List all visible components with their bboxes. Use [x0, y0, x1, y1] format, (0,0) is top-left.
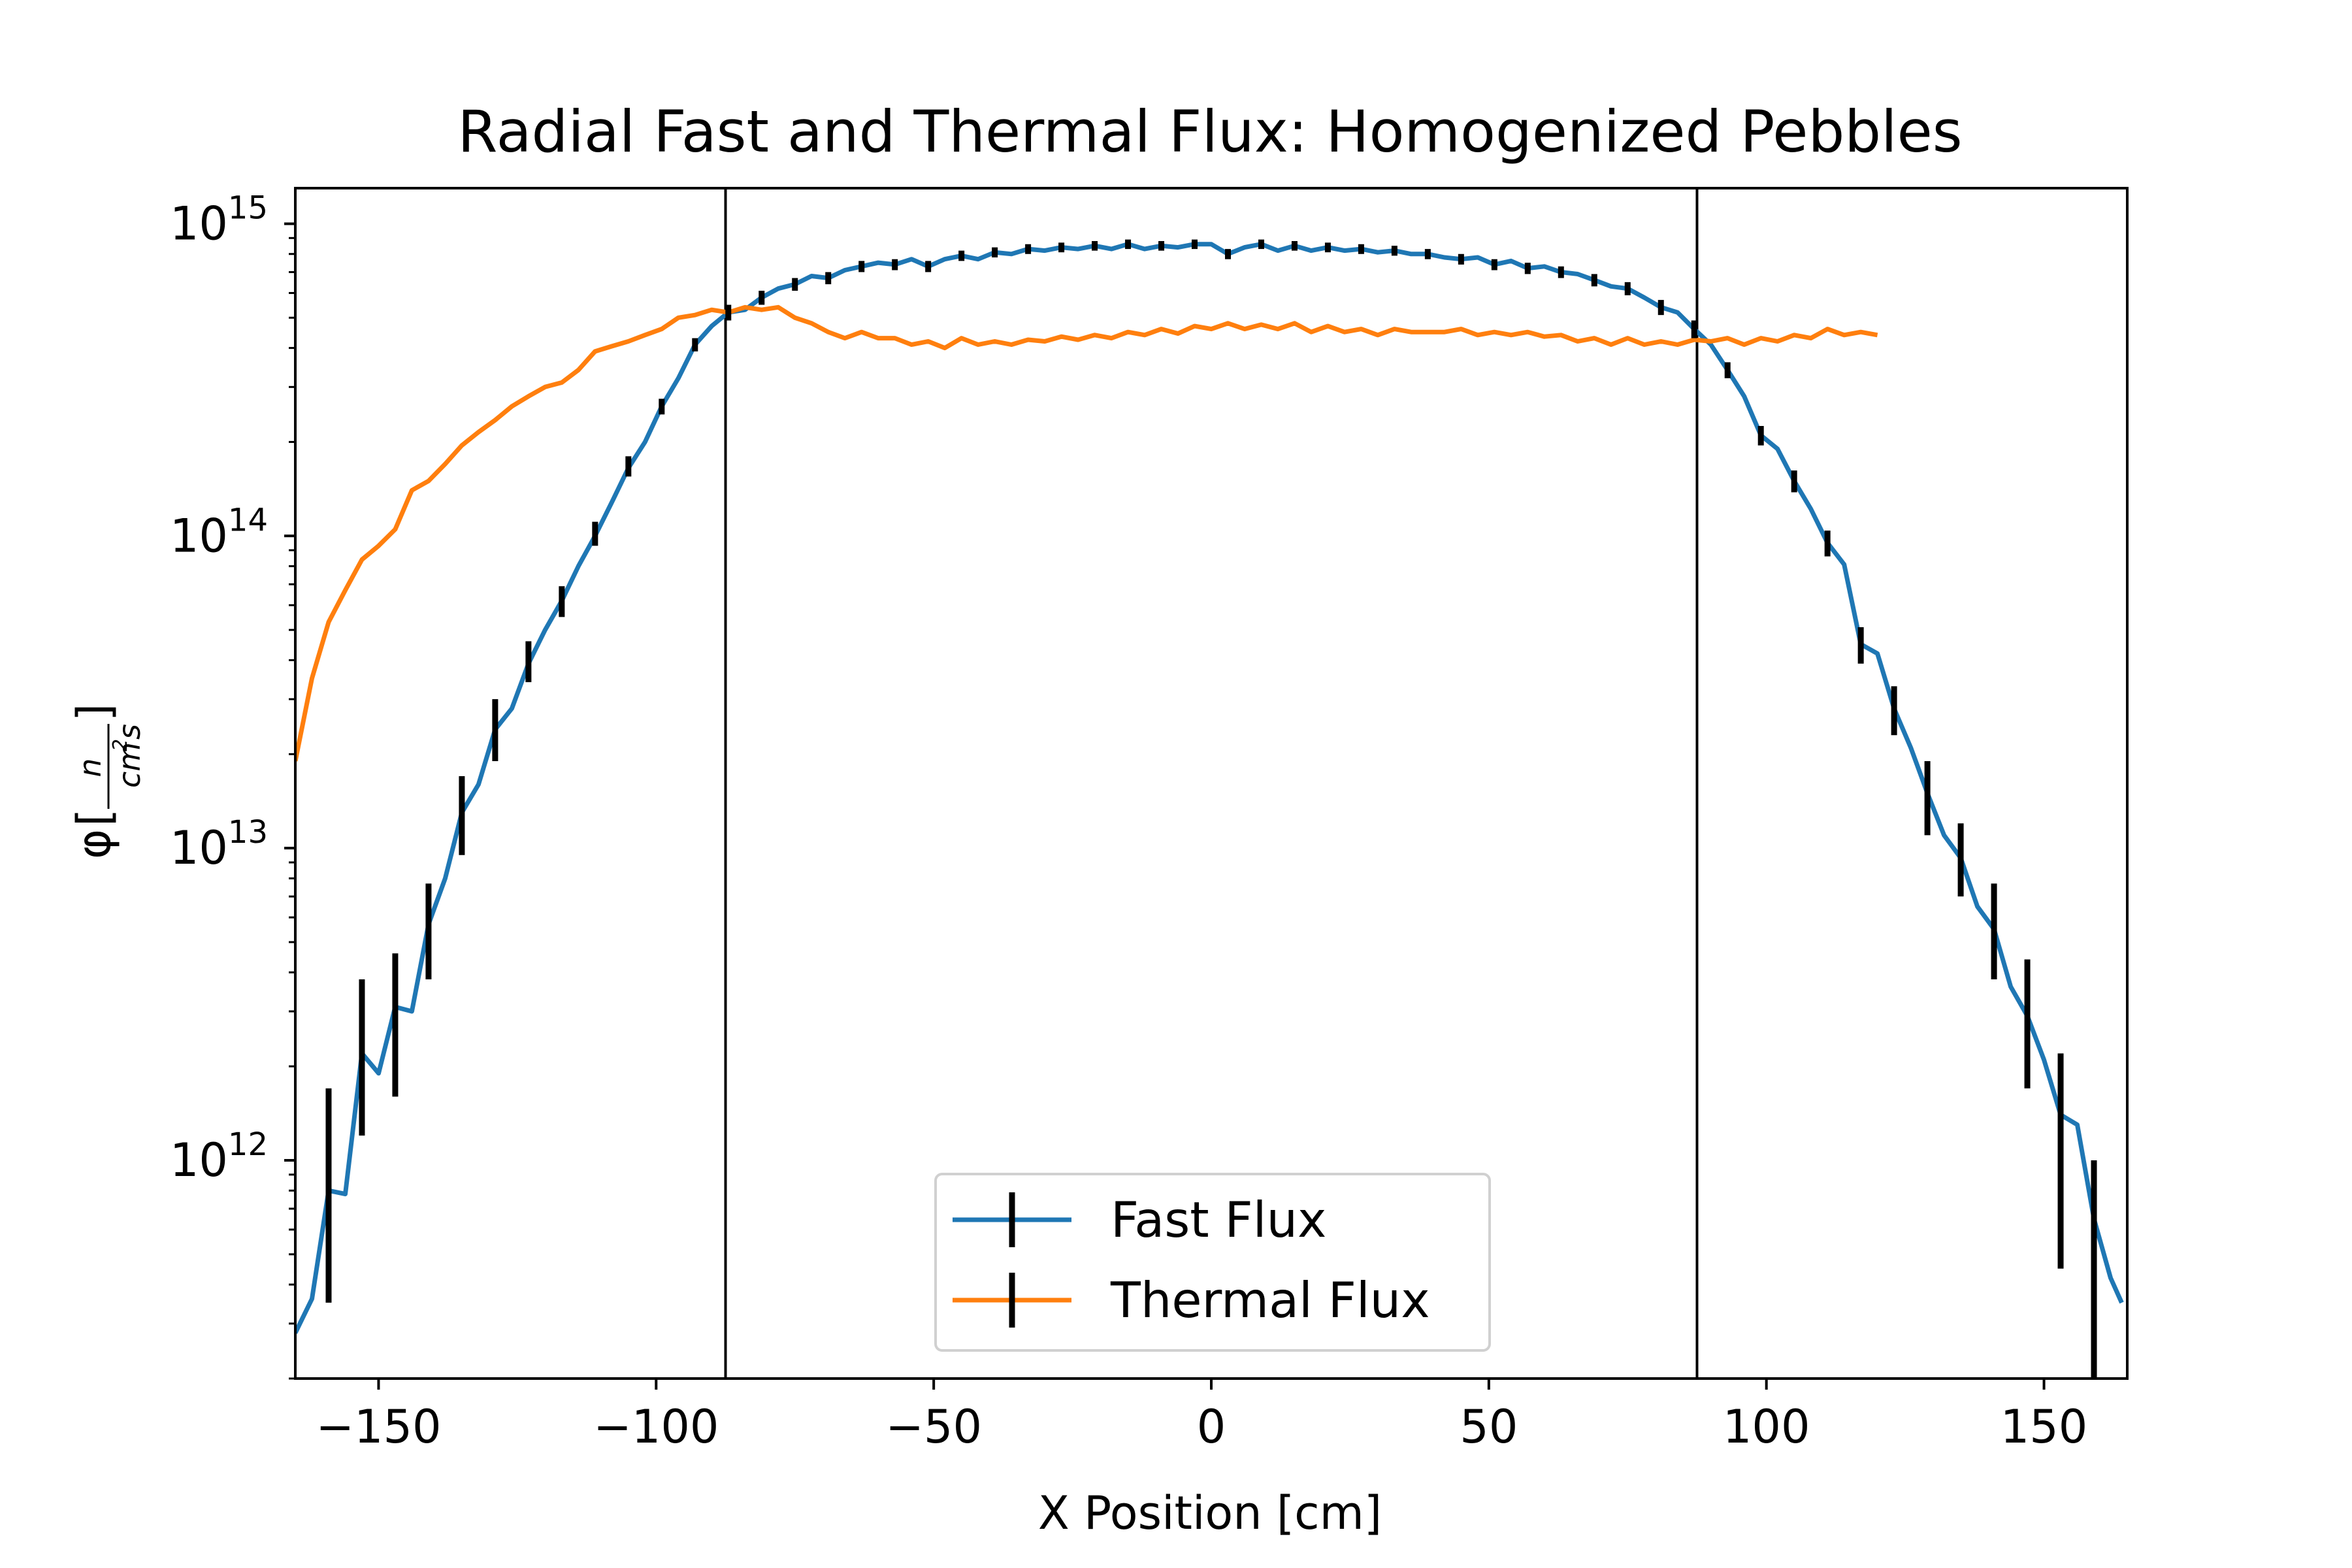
y-axis-bracket-close: ]: [67, 704, 121, 721]
error-bars: [325, 239, 2097, 1379]
y-axis-title: φ [ n cm 2 s ]: [67, 704, 147, 859]
x-tick-label: −50: [885, 1400, 982, 1454]
legend-box: [934, 1173, 1491, 1352]
x-tick-label: 100: [1723, 1400, 1810, 1454]
legend: Fast Flux Thermal Flux: [934, 1173, 1491, 1352]
y-axis-denominator-exp: 2: [109, 739, 132, 751]
y-tick-label: 1014: [170, 502, 268, 563]
y-tick-label: 1012: [170, 1126, 268, 1187]
x-tick-label: 50: [1460, 1400, 1518, 1454]
y-tick-label: 1015: [170, 189, 268, 250]
x-tick-label: −100: [593, 1400, 719, 1454]
x-axis-title: X Position [cm]: [1038, 1486, 1382, 1540]
legend-item-thermal-flux: Thermal Flux: [953, 1271, 1430, 1329]
thermal-flux-line: [295, 304, 1878, 762]
y-axis-numerator: n: [73, 758, 108, 777]
y-axis-bracket-open: [: [67, 809, 121, 826]
y-axis-denominator-tail: s: [112, 724, 147, 740]
x-tick-label: 0: [1197, 1400, 1226, 1454]
y-tick-label: 1013: [170, 814, 268, 875]
x-tick-label: 150: [2001, 1400, 2088, 1454]
y-axis-ticks: 1012 1013 1014 1015: [170, 189, 295, 1380]
y-axis-symbol: φ: [67, 829, 121, 859]
legend-thermal-flux-label: Thermal Flux: [1110, 1271, 1430, 1329]
fast-flux-line: [295, 242, 2124, 1334]
plot-area: [295, 188, 2124, 1379]
x-tick-label: −150: [316, 1400, 441, 1454]
legend-fast-flux-label: Fast Flux: [1111, 1191, 1326, 1249]
y-axis-denominator: cm: [112, 742, 147, 788]
chart-title: Radial Fast and Thermal Flux: Homogenize…: [457, 98, 1962, 165]
legend-item-fast-flux: Fast Flux: [953, 1191, 1326, 1249]
x-axis-ticks: −150 −100 −50 0 50 100 150: [316, 1379, 2087, 1454]
